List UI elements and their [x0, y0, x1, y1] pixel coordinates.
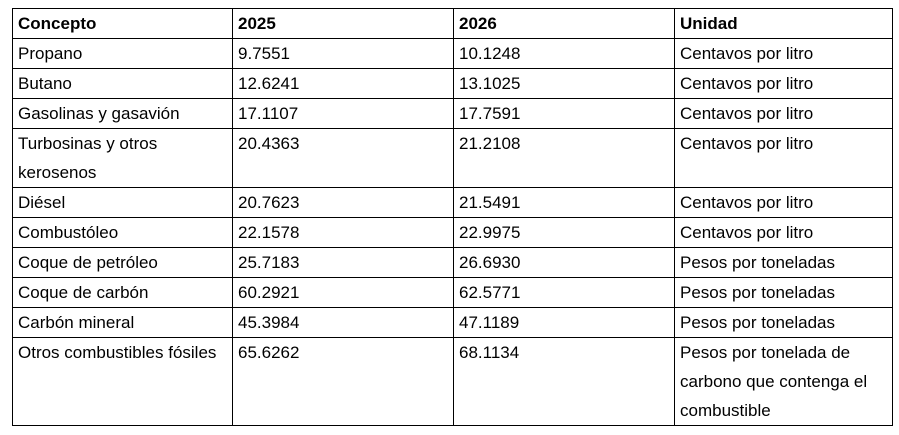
table-row: Propano 9.7551 10.1248 Centavos por litro [12, 38, 893, 69]
table: Concepto 2025 2026 Unidad Propano 9.7551 10.1… [12, 8, 893, 426]
table-cell: 60.2921 [232, 277, 454, 308]
header-cell: 2025 [232, 8, 454, 39]
table-cell: Centavos por litro [674, 187, 893, 218]
table-cell: Centavos por litro [674, 217, 893, 248]
table-cell: Centavos por litro [674, 128, 893, 188]
table-cell: 10.1248 [453, 38, 675, 69]
table-row: Otros combustibles fósiles 65.6262 68.1134… [12, 337, 893, 426]
table-cell: 22.1578 [232, 217, 454, 248]
table-row: Combustóleo 22.1578 22.9975 Centavos por li… [12, 217, 893, 248]
table-cell: 22.9975 [453, 217, 675, 248]
table-row: Coque de petróleo 25.7183 26.6930 Pesos por… [12, 247, 893, 278]
table-cell: 21.5491 [453, 187, 675, 218]
table-cell: Centavos por litro [674, 98, 893, 129]
table-cell: 47.1189 [453, 307, 675, 338]
table-cell: Centavos por litro [674, 38, 893, 69]
table-cell: 45.3984 [232, 307, 454, 338]
table-cell: 9.7551 [232, 38, 454, 69]
table-cell: 68.1134 [453, 337, 675, 426]
table-cell: Diésel [12, 187, 233, 218]
table-cell: 20.7623 [232, 187, 454, 218]
header-cell: 2026 [453, 8, 675, 39]
table-cell: Propano [12, 38, 233, 69]
table-cell: Otros combustibles fósiles [12, 337, 233, 426]
table-cell: Coque de carbón [12, 277, 233, 308]
table-cell: 25.7183 [232, 247, 454, 278]
table-cell: 21.2108 [453, 128, 675, 188]
table-cell: Pesos por tonelada de carbono que conten… [674, 337, 893, 426]
table-cell: Pesos por toneladas [674, 277, 893, 308]
header-cell: Concepto [12, 8, 233, 39]
table-row: Butano 12.6241 13.1025 Centavos por litro [12, 68, 893, 99]
table-cell: 62.5771 [453, 277, 675, 308]
table-cell: 17.7591 [453, 98, 675, 129]
table-cell: 13.1025 [453, 68, 675, 99]
table-cell: 65.6262 [232, 337, 454, 426]
table-row: Diésel 20.7623 21.5491 Centavos por litro [12, 187, 893, 218]
header-row: Concepto 2025 2026 Unidad [12, 8, 893, 39]
table-cell: Butano [12, 68, 233, 99]
table-cell: Gasolinas y gasavión [12, 98, 233, 129]
table-row: Carbón mineral 45.3984 47.1189 Pesos por to… [12, 307, 893, 338]
table-cell: Combustóleo [12, 217, 233, 248]
table-cell: Pesos por toneladas [674, 247, 893, 278]
table-cell: 26.6930 [453, 247, 675, 278]
table-cell: Pesos por toneladas [674, 307, 893, 338]
table-cell: 20.4363 [232, 128, 454, 188]
table-cell: 12.6241 [232, 68, 454, 99]
table-cell: Centavos por litro [674, 68, 893, 99]
table-cell: Carbón mineral [12, 307, 233, 338]
table-cell: Coque de petróleo [12, 247, 233, 278]
table-row: Gasolinas y gasavión 17.1107 17.7591 Centav… [12, 98, 893, 129]
table-row: Coque de carbón 60.2921 62.5771 Pesos por t… [12, 277, 893, 308]
table-row: Turbosinas y otros kerosenos 20.4363 21.21… [12, 128, 893, 188]
header-cell: Unidad [674, 8, 893, 39]
table-body: Propano 9.7551 10.1248 Centavos por litro Bu… [12, 38, 893, 426]
table-cell: Turbosinas y otros kerosenos [12, 128, 233, 188]
table-cell: 17.1107 [232, 98, 454, 129]
